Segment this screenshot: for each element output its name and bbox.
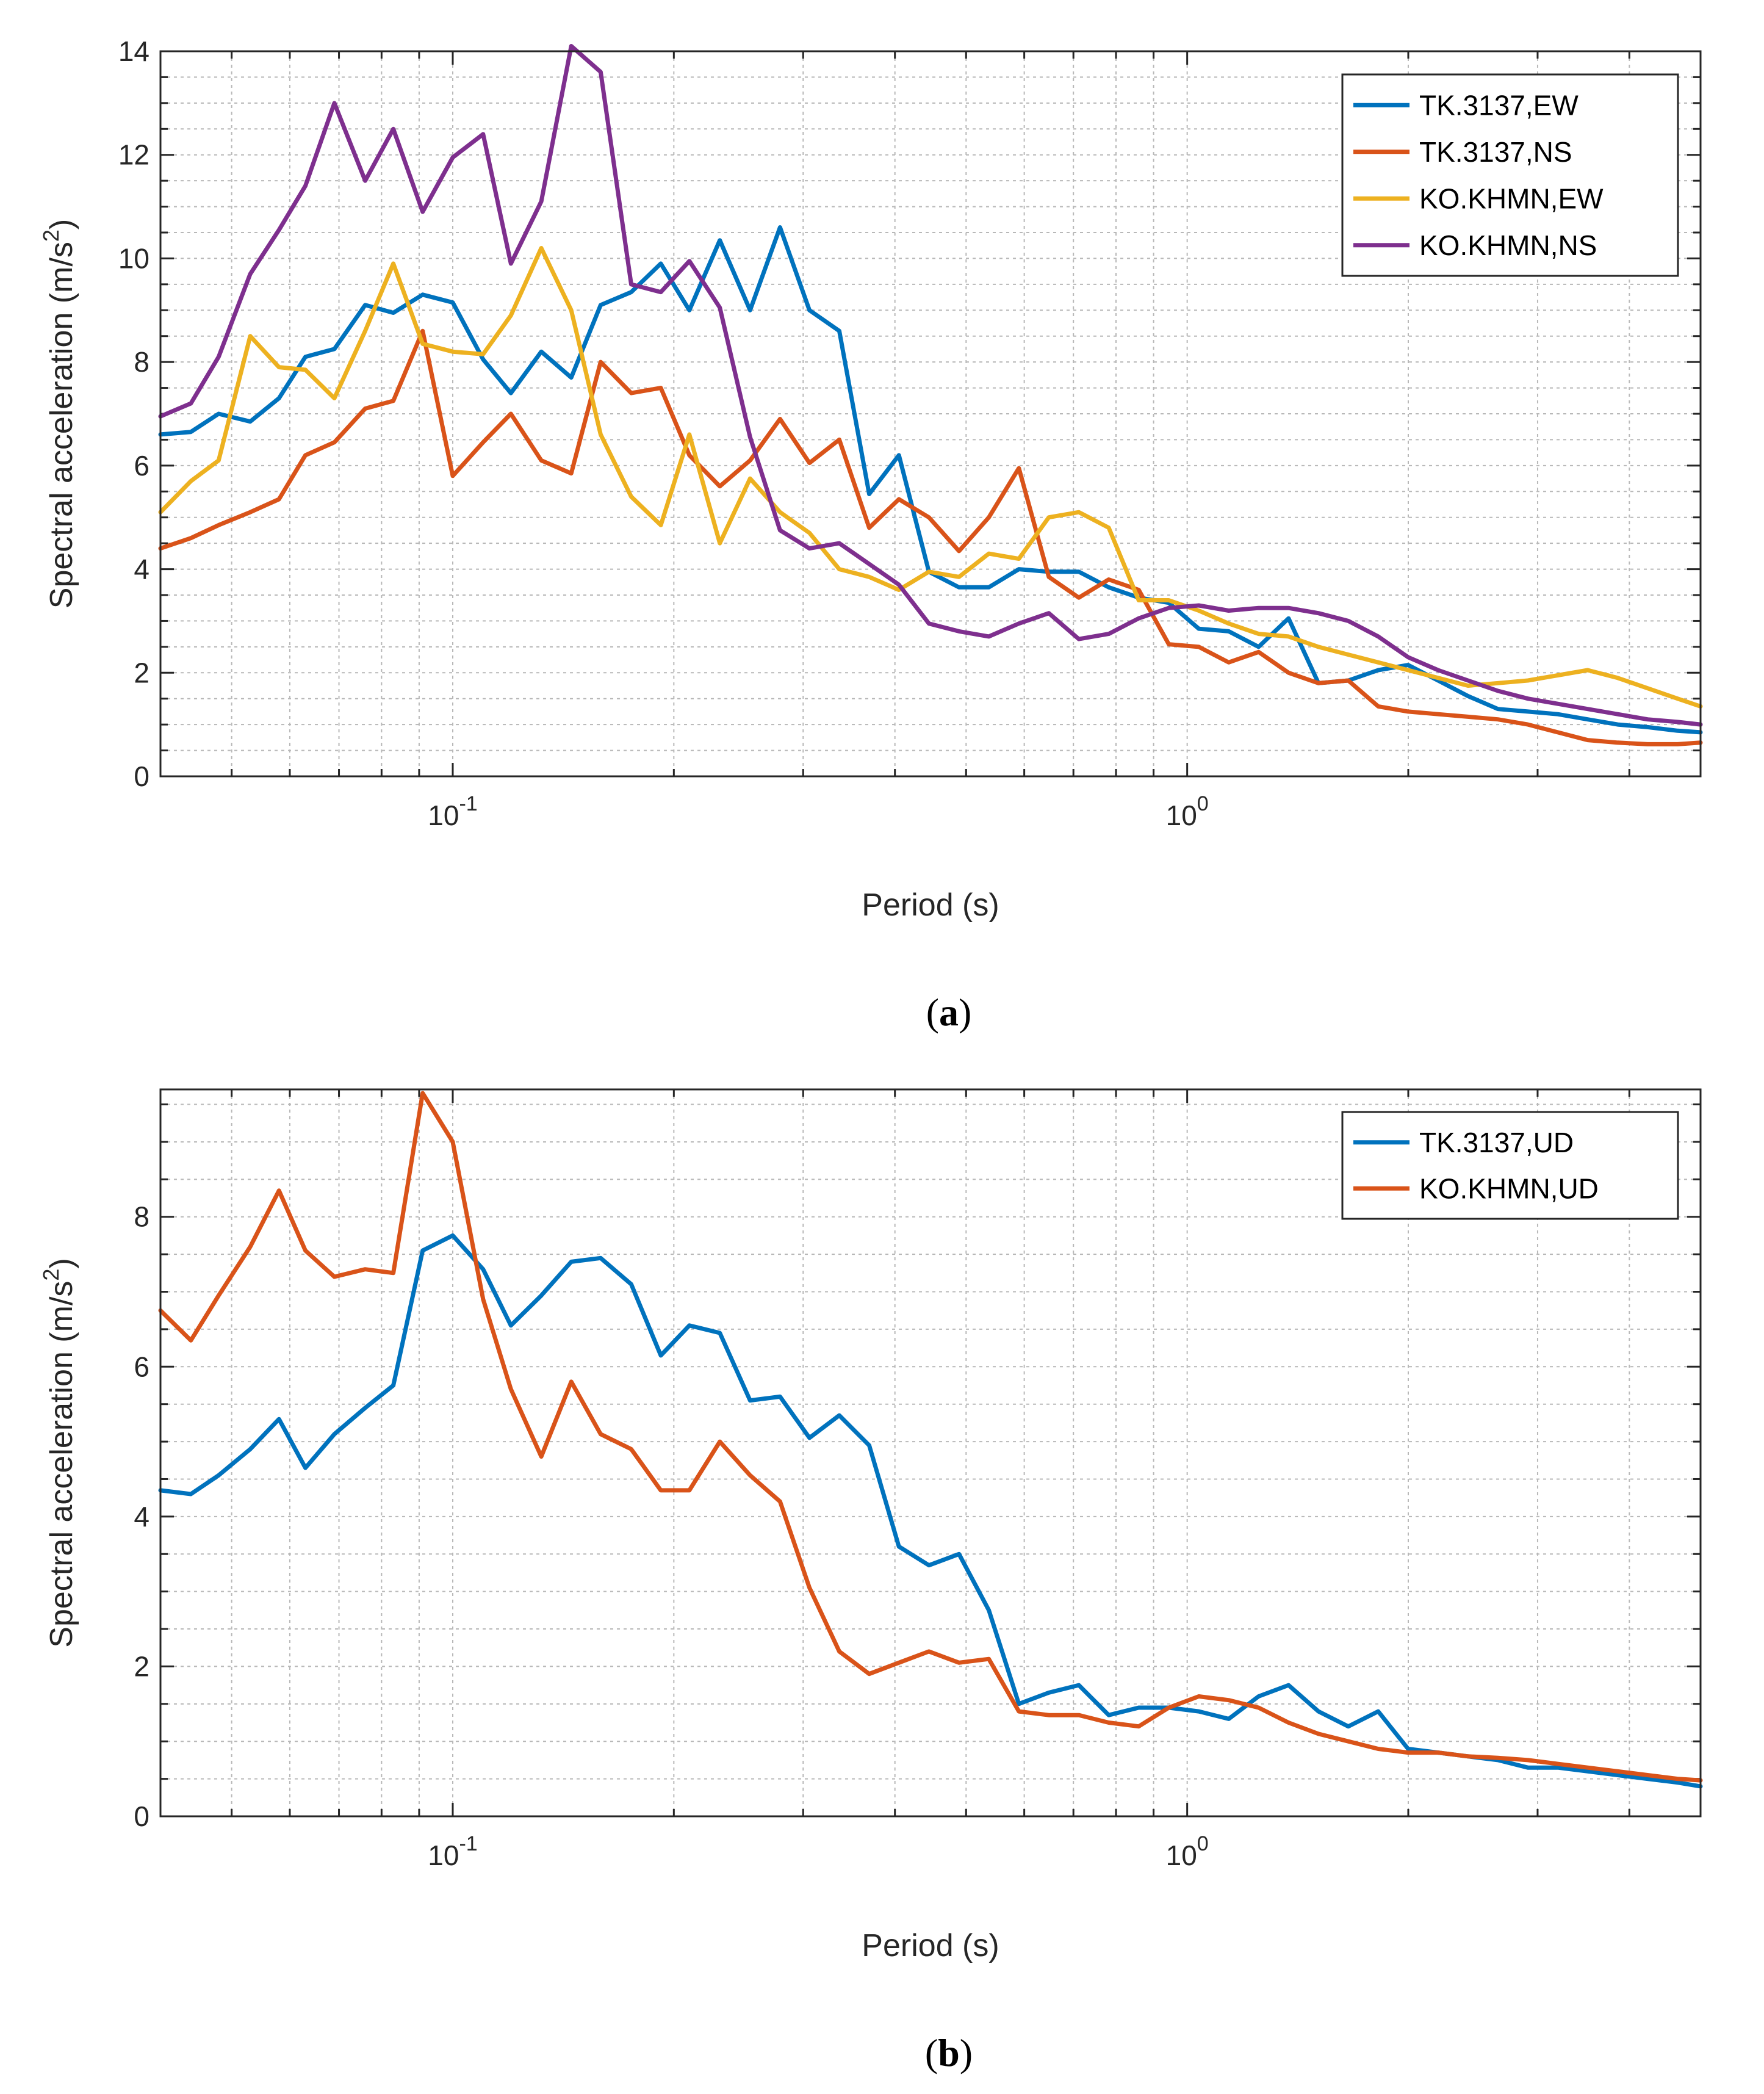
caption-close: ) [960,2031,973,2074]
x-axis-label: Period (s) [862,887,999,923]
legend-box [1341,73,1679,277]
legend-label: TK.3137,UD [1419,1127,1574,1158]
caption-open: ( [926,991,939,1034]
y-axis-label: Spectral acceleration (m/s2) [38,1258,79,1647]
caption-letter: b [938,2031,960,2074]
legend: TK.3137,UD KO.KHMN,UD [1341,1111,1679,1220]
y-tick-label: 12 [118,139,149,171]
x-tick-label: 100 [1166,792,1209,831]
legend: TK.3137,EW TK.3137,NS KO.KHMN,EW KO.KHMN,NS [1341,73,1679,277]
legend-label: TK.3137,NS [1419,136,1572,168]
y-axis-label-main: Spectral acceleration (m/s [44,1281,79,1648]
caption-open: ( [925,2031,938,2074]
x-tick-label: 100 [1166,1832,1209,1871]
series-line-ko-khmn-ud [158,1091,1703,1783]
legend-box [1341,1111,1679,1220]
legend-label: TK.3137,EW [1419,89,1579,121]
y-tick-label: 0 [134,1800,149,1832]
y-tick-label: 0 [134,760,149,792]
caption-close: ) [959,991,971,1034]
x-axis-label: Period (s) [862,1928,999,1963]
y-axis-label-sup: 2 [38,1269,63,1281]
y-tick-label: 4 [134,1501,149,1533]
x-tick-exponent: -1 [459,1832,477,1855]
x-tick-exponent: 0 [1197,1832,1209,1855]
x-tick-label: 10-1 [428,792,477,831]
y-tick-label: 14 [118,35,149,67]
y-axis-label: Spectral acceleration (m/s2) [38,219,79,608]
x-tick-exponent: -1 [459,792,477,815]
legend-label: KO.KHMN,EW [1419,182,1604,214]
y-tick-label: 6 [134,1351,149,1382]
y-axis-label-end: ) [44,219,79,229]
axes-frame [159,1088,1702,1818]
y-tick-label: 2 [134,657,149,688]
y-axis-label-sup: 2 [38,229,63,242]
series-line-ko-khmn-ns [158,44,1703,727]
series-line-tk-3137-ns [158,328,1703,746]
axes-frame [159,50,1702,778]
y-tick-label: 6 [134,450,149,482]
series-line-ko-khmn-ew [158,246,1703,709]
panel-caption: (b) [925,2031,973,2074]
legend-label: KO.KHMN,UD [1419,1172,1599,1204]
y-tick-label: 2 [134,1650,149,1682]
x-tick-base: 10 [428,800,459,831]
y-tick-label: 10 [118,242,149,274]
x-tick-exponent: 0 [1197,792,1209,815]
x-tick-label: 10-1 [428,1832,477,1871]
x-tick-base: 10 [1166,800,1197,831]
y-tick-label: 8 [134,1201,149,1233]
y-axis-label-end: ) [44,1258,79,1268]
y-axis-label-main: Spectral acceleration (m/s [44,242,79,608]
y-tick-label: 8 [134,346,149,378]
x-tick-base: 10 [428,1839,459,1871]
legend-label: KO.KHMN,NS [1419,229,1597,261]
caption-letter: a [939,991,959,1034]
panel-caption: (a) [926,991,972,1034]
x-tick-base: 10 [1166,1839,1197,1871]
y-tick-label: 4 [134,554,149,585]
